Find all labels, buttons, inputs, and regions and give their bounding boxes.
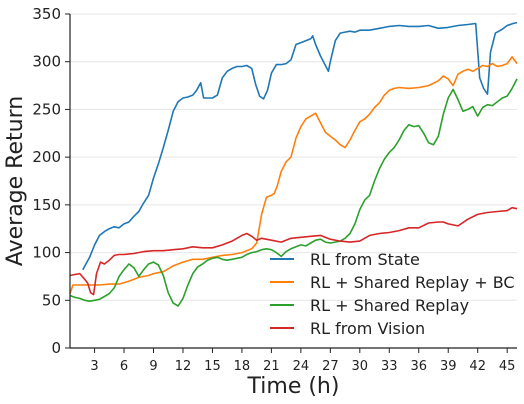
- y-tick-label: 0: [51, 339, 61, 357]
- legend: RL from State RL + Shared Replay + BC RL +…: [270, 250, 515, 338]
- x-tick-label: 9: [149, 359, 157, 374]
- series-line-1: [82, 21, 518, 271]
- series-line-2: [69, 56, 518, 294]
- y-tick-label: 250: [32, 100, 61, 118]
- x-tick-label: 27: [322, 359, 339, 374]
- axes: [69, 14, 517, 349]
- x-tick-label: 42: [469, 359, 486, 374]
- x-tick-label: 6: [120, 359, 128, 374]
- legend-label: RL from Vision: [310, 319, 425, 338]
- x-tick-label: 15: [204, 359, 221, 374]
- x-tick-label: 39: [440, 359, 457, 374]
- x-axis-title: Time (h): [247, 374, 340, 399]
- legend-label: RL from State: [310, 250, 420, 269]
- x-tick-label: 3: [90, 359, 98, 374]
- series-line-4: [69, 206, 518, 296]
- x-tick-label: 18: [234, 359, 251, 374]
- legend-label: RL + Shared Replay: [310, 296, 469, 315]
- x-tick-label: 45: [499, 359, 516, 374]
- x-tick-label: 36: [410, 359, 427, 374]
- x-tick-label: 24: [293, 359, 310, 374]
- y-tick-label: 50: [42, 291, 61, 309]
- y-tick-label: 100: [32, 244, 61, 262]
- x-tick-label: 33: [381, 359, 398, 374]
- series-lines: [69, 21, 518, 307]
- legend-label: RL + Shared Replay + BC: [310, 273, 515, 292]
- series-line-3: [69, 78, 518, 307]
- x-tick-label: 12: [175, 359, 192, 374]
- x-tick-label: 21: [263, 359, 280, 374]
- y-axis-title: Average Return: [3, 96, 28, 266]
- y-tick-label: 150: [32, 196, 61, 214]
- x-tick-label: 30: [352, 359, 369, 374]
- y-tick-label: 350: [32, 5, 61, 23]
- y-tick-label: 300: [32, 53, 61, 71]
- gridlines: [70, 13, 517, 301]
- y-tick-label: 200: [32, 148, 61, 166]
